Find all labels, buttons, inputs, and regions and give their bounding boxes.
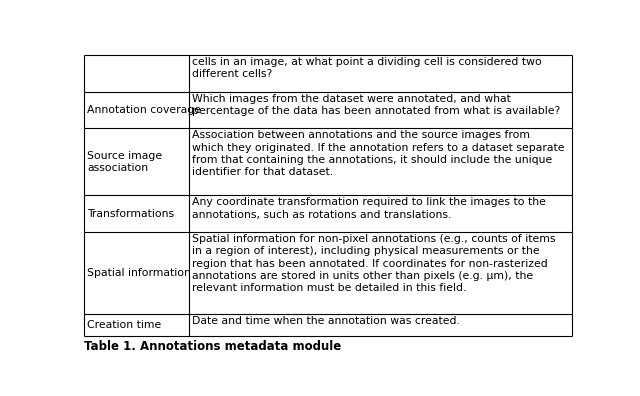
Text: Transformations: Transformations: [88, 209, 175, 219]
Text: Annotation coverage: Annotation coverage: [88, 105, 202, 115]
Text: Spatial information: Spatial information: [88, 268, 191, 278]
Text: Spatial information for non-pixel annotations (e.g., counts of items
in a region: Spatial information for non-pixel annota…: [193, 234, 556, 293]
Text: Table 1. Annotations metadata module: Table 1. Annotations metadata module: [84, 340, 341, 353]
Text: Association between annotations and the source images from
which they originated: Association between annotations and the …: [193, 130, 565, 177]
Text: Any coordinate transformation required to link the images to the
annotations, su: Any coordinate transformation required t…: [193, 197, 547, 220]
Text: Creation time: Creation time: [88, 320, 162, 330]
Text: Which images from the dataset were annotated, and what
percentage of the data ha: Which images from the dataset were annot…: [193, 93, 561, 116]
Text: Source image
association: Source image association: [88, 151, 163, 173]
Text: cells in an image, at what point a dividing cell is considered two
different cel: cells in an image, at what point a divid…: [193, 57, 542, 80]
Text: Date and time when the annotation was created.: Date and time when the annotation was cr…: [193, 316, 460, 326]
